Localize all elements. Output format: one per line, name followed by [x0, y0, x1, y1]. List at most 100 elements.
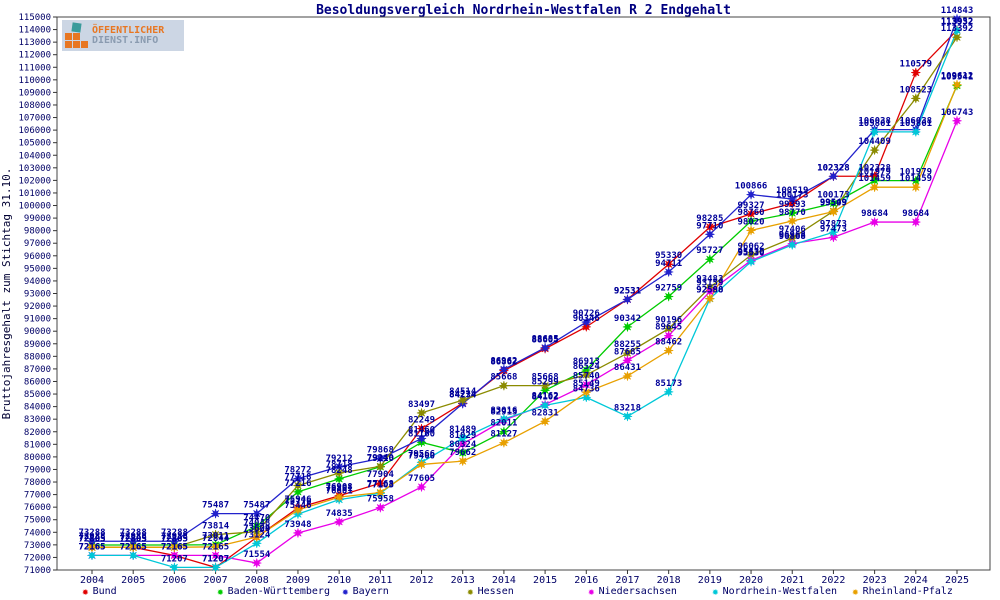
logo-text: ÖFFENTLICHER DIENST.INFO	[92, 25, 164, 46]
data-point-label: 72988	[78, 532, 105, 542]
data-point	[210, 562, 221, 573]
data-point	[622, 322, 633, 332]
data-point	[746, 225, 756, 236]
y-tick-label: 104000	[18, 151, 51, 161]
data-point	[334, 492, 344, 502]
y-tick-label: 94000	[24, 277, 51, 287]
x-tick-label: 2018	[657, 575, 681, 585]
data-point-label: 98684	[861, 209, 889, 219]
data-point-label: 72165	[202, 542, 229, 552]
data-point-label: 79212	[326, 454, 353, 464]
chart-legend: ✹ Bund ✹ Baden-Württemberg ✹ Bayern ✹ Hessen ✹ Ni…	[0, 586, 1000, 600]
data-point-label: 80324	[449, 440, 477, 450]
data-point	[169, 542, 180, 552]
logo-teal-square-icon	[71, 22, 82, 33]
data-point-label: 75487	[202, 501, 229, 511]
data-point	[828, 227, 839, 237]
x-tick-label: 2005	[121, 575, 145, 585]
y-tick-label: 92000	[24, 302, 51, 312]
data-point	[293, 487, 303, 497]
legend-item-Rheinland-Pfalz: ✹ Rheinland-Pfalz	[852, 584, 953, 598]
data-point	[705, 293, 715, 304]
legend-marker-icon: ✹	[342, 584, 349, 598]
data-point-label: 98770	[779, 208, 806, 218]
data-point-label: 85299	[532, 377, 559, 387]
data-point-label: 72805	[78, 534, 105, 544]
y-tick-label: 90000	[24, 327, 51, 337]
y-tick-label: 89000	[24, 340, 51, 350]
legend-item-Bayern: ✹ Bayern	[342, 584, 389, 598]
data-point-label: 89645	[655, 323, 682, 333]
legend-marker-icon: ✹	[217, 584, 224, 598]
data-point-label: 84162	[532, 392, 559, 402]
data-point	[334, 468, 344, 478]
data-point	[663, 387, 674, 397]
data-point-label: 99509	[820, 199, 847, 209]
y-tick-label: 97000	[24, 239, 51, 249]
data-point	[952, 80, 962, 90]
data-point-label: 94711	[655, 259, 682, 269]
x-tick-label: 2019	[698, 575, 722, 585]
y-tick-label: 78000	[24, 478, 51, 488]
data-point-label: 73288	[120, 528, 147, 538]
y-tick-label: 98000	[24, 227, 51, 237]
legend-marker-icon: ✹	[82, 584, 89, 598]
data-point-label: 85668	[490, 373, 517, 383]
data-point-label: 88255	[614, 340, 641, 350]
data-point	[375, 487, 386, 498]
y-axis-title: Bruttojahresgehalt zum Stichtag 31.10.	[0, 168, 13, 420]
data-point	[210, 542, 221, 552]
data-point	[458, 433, 468, 443]
data-point-label: 87685	[614, 347, 641, 357]
data-point-label: 109612	[941, 72, 974, 82]
data-point	[952, 32, 962, 42]
data-point	[869, 217, 880, 227]
data-point-label: 102328	[817, 163, 850, 173]
y-tick-label: 76000	[24, 503, 51, 513]
y-tick-label: 95000	[24, 264, 51, 274]
x-tick-label: 2015	[533, 575, 557, 585]
data-point-label: 93483	[696, 274, 723, 284]
x-tick-label: 2012	[409, 575, 433, 585]
data-point-label: 81029	[449, 431, 476, 441]
data-point-label: 92531	[614, 286, 641, 296]
data-point	[458, 439, 468, 449]
logo-orange-square-icon	[73, 41, 80, 48]
data-point-label: 102328	[817, 163, 850, 173]
data-point-label: 72165	[120, 542, 147, 552]
data-point	[828, 171, 839, 181]
data-point	[252, 558, 262, 568]
data-point-label: 83218	[614, 403, 641, 413]
data-point-label: 74470	[243, 513, 270, 523]
data-point-label: 100173	[776, 190, 809, 200]
y-tick-label: 75000	[24, 516, 51, 526]
y-tick-label: 107000	[18, 114, 51, 124]
data-point	[622, 371, 633, 381]
data-point-label: 81127	[490, 430, 517, 440]
data-point-label: 74048	[243, 519, 270, 529]
data-point	[416, 423, 427, 434]
data-point	[210, 508, 221, 519]
data-point-label: 104409	[858, 137, 891, 147]
data-point-label: 81160	[408, 429, 435, 439]
y-tick-label: 99000	[24, 214, 51, 224]
data-point-label: 113952	[941, 17, 974, 27]
data-point	[746, 257, 756, 267]
data-point	[499, 414, 509, 424]
x-tick-label: 2010	[327, 575, 351, 585]
data-point-label: 73814	[202, 522, 230, 532]
data-point	[458, 456, 468, 466]
data-point	[911, 67, 921, 78]
data-point-label: 75958	[367, 495, 394, 505]
x-tick-label: 2013	[451, 575, 475, 585]
data-point-label: 72805	[120, 534, 147, 544]
data-point-label: 84234	[449, 391, 477, 401]
data-point-label: 72165	[120, 542, 147, 552]
data-point-label: 71207	[161, 554, 188, 564]
data-point-label: 86524	[573, 362, 601, 372]
x-tick-label: 2008	[245, 575, 269, 585]
y-tick-label: 84000	[24, 403, 51, 413]
data-point-label: 97873	[820, 219, 847, 229]
legend-marker-icon: ✹	[852, 584, 859, 598]
data-point-label: 90346	[573, 314, 600, 324]
